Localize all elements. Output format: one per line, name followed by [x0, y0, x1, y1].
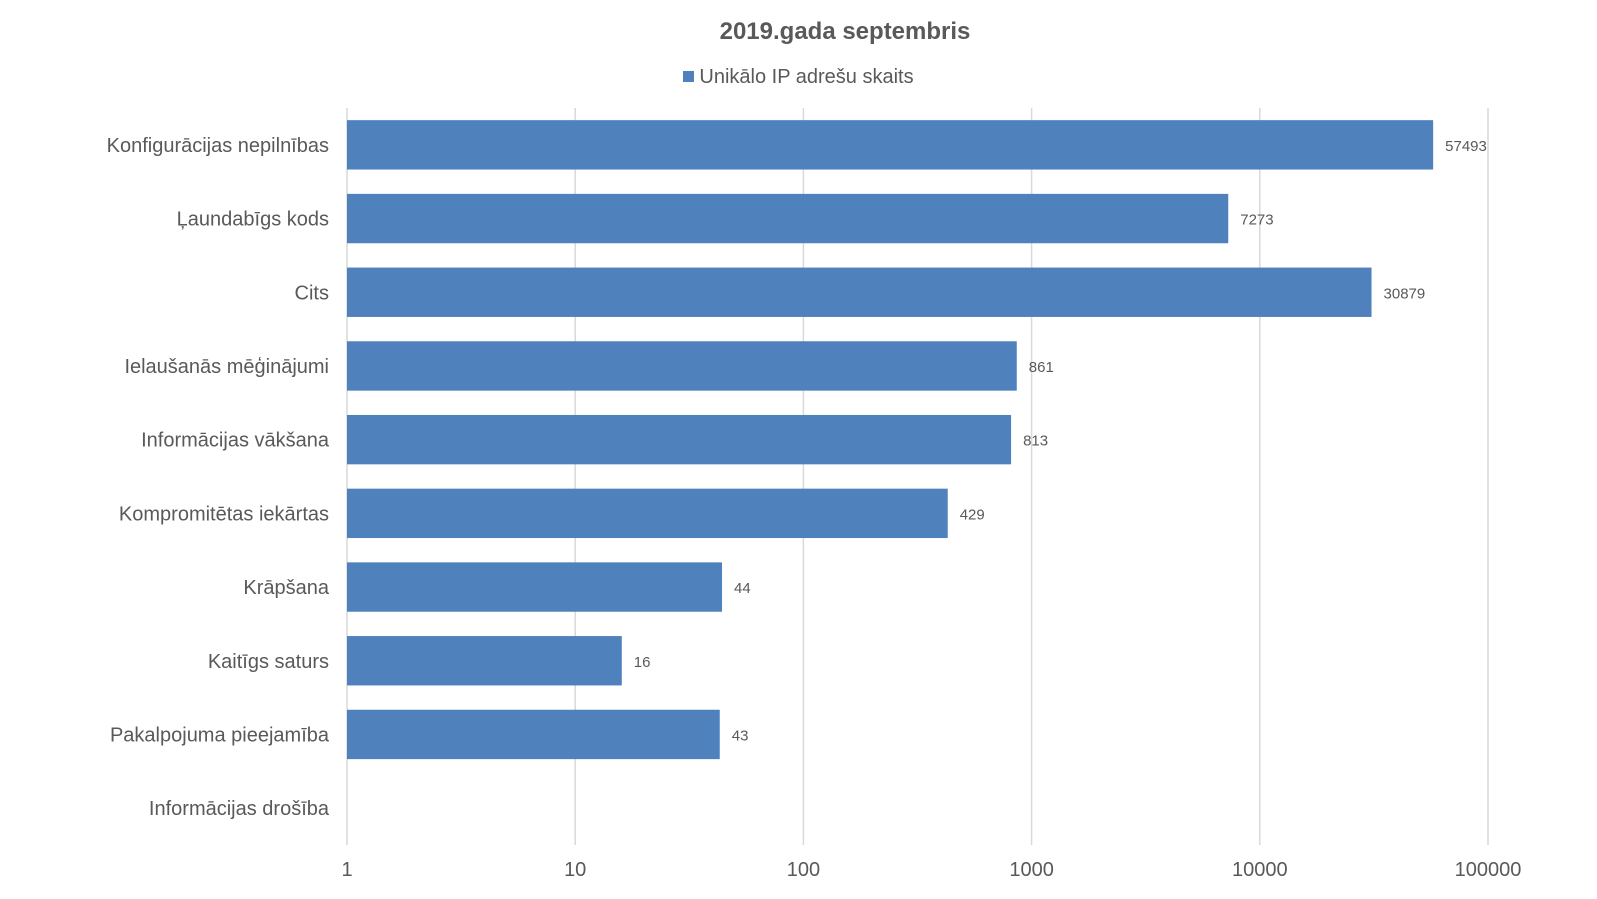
- category-label: Ielaušanās mēģinājumi: [124, 356, 329, 378]
- data-label: 16: [634, 654, 651, 671]
- x-tick-label: 10: [564, 859, 586, 881]
- category-label: Cits: [295, 282, 329, 304]
- data-label: 861: [1029, 359, 1054, 376]
- x-tick-label: 100000: [1455, 859, 1522, 881]
- category-label: Kompromitētas iekārtas: [119, 503, 329, 525]
- bar: [347, 341, 1017, 391]
- category-label: Ļaundabīgs kods: [177, 209, 329, 231]
- category-label: Krāpšana: [243, 577, 329, 599]
- bar: [347, 636, 622, 686]
- data-label: 44: [734, 580, 751, 597]
- category-label: Konfigurācijas nepilnības: [107, 135, 329, 157]
- bar: [347, 193, 1229, 244]
- legend-label: Unikālo IP adrešu skaits: [699, 66, 914, 88]
- category-label: Pakalpojuma pieejamība: [110, 724, 330, 746]
- category-label: Informācijas drošība: [149, 798, 330, 820]
- data-label: 7273: [1240, 212, 1273, 229]
- legend: Unikālo IP adrešu skaits: [0, 66, 1597, 89]
- bar: [347, 709, 720, 760]
- x-tick-label: 100: [787, 859, 820, 881]
- category-label: Kaitīgs saturs: [208, 651, 329, 673]
- data-label: 813: [1023, 433, 1048, 450]
- x-tick-label: 1: [341, 859, 352, 881]
- x-tick-label: 10000: [1232, 859, 1288, 881]
- data-label: 30879: [1384, 285, 1426, 302]
- bar: [347, 414, 1012, 465]
- x-tick-label: 1000: [1009, 859, 1054, 881]
- bar: [347, 488, 948, 539]
- bar: [347, 120, 1434, 170]
- data-label: 429: [960, 506, 985, 523]
- chart-title: 2019.gada septembris: [719, 18, 971, 45]
- bar: [347, 562, 723, 612]
- data-label: 57493: [1445, 138, 1487, 155]
- bar: [347, 267, 1372, 317]
- data-label: 43: [732, 727, 749, 744]
- category-label: Informācijas vākšana: [141, 430, 330, 452]
- legend-swatch: [683, 71, 695, 82]
